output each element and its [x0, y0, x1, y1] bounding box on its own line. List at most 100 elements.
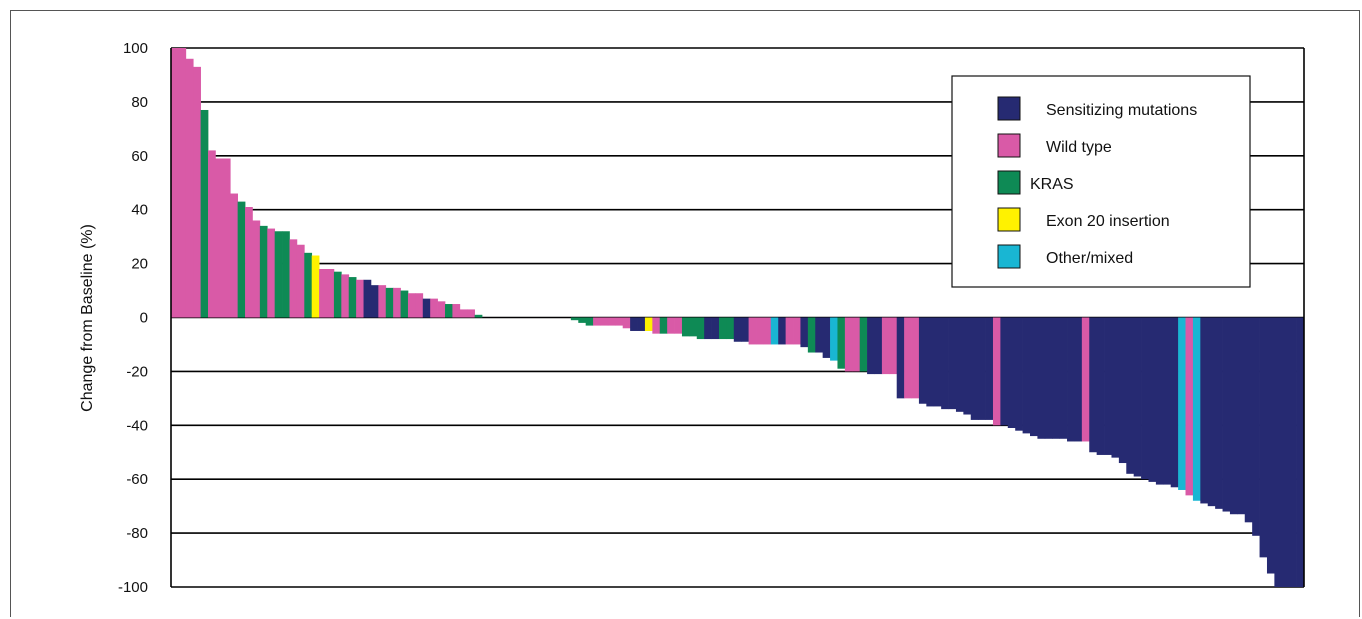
bar — [815, 317, 824, 353]
legend-swatch — [997, 244, 1021, 269]
bar — [378, 285, 387, 318]
gridlines — [171, 47, 1304, 588]
bar — [630, 317, 638, 331]
legend-swatch — [997, 96, 1021, 121]
bar — [230, 193, 238, 318]
bar — [1244, 317, 1253, 523]
bar — [867, 317, 875, 375]
bar — [1229, 317, 1238, 515]
bar — [296, 244, 305, 318]
bar — [644, 317, 653, 331]
y-tick-label: 80 — [131, 94, 148, 111]
bar — [1266, 317, 1275, 574]
bar — [859, 317, 868, 372]
y-tick-label: 40 — [131, 202, 148, 219]
bar — [400, 290, 409, 318]
bar — [985, 317, 994, 420]
bar — [1052, 317, 1060, 439]
y-axis-label: Change from Baseline (%) — [79, 224, 96, 412]
bar — [459, 309, 468, 318]
bar — [607, 317, 616, 326]
bar — [1178, 317, 1186, 490]
bar — [593, 317, 601, 326]
y-tick-label: 100 — [123, 40, 148, 57]
bar — [1111, 317, 1120, 458]
bar — [274, 231, 283, 318]
bar — [474, 314, 483, 318]
bar — [978, 317, 986, 420]
bar — [1096, 317, 1105, 455]
bar — [467, 309, 475, 318]
bar — [1215, 317, 1223, 509]
bar — [622, 317, 631, 329]
legend: Sensitizing mutations Wild type KRAS Exon 2… — [951, 75, 1251, 288]
bar — [955, 317, 964, 412]
bar — [830, 317, 838, 361]
y-tick-label: 20 — [131, 256, 148, 273]
y-tick-label: -40 — [126, 417, 148, 434]
y-tick-label: 60 — [131, 148, 148, 165]
bar — [615, 317, 624, 326]
bar — [1081, 317, 1090, 442]
legend-swatch — [997, 133, 1021, 158]
bar — [659, 317, 668, 334]
bar — [911, 317, 920, 399]
bar — [333, 271, 342, 318]
y-tick-label: -100 — [118, 579, 148, 596]
legend-label: Other/mixed — [1046, 250, 1133, 267]
legend-label: Wild type — [1046, 139, 1112, 156]
bar — [370, 285, 379, 318]
bar — [245, 207, 253, 318]
bar — [356, 279, 364, 318]
bar — [415, 293, 424, 318]
bar — [681, 317, 690, 337]
bar — [237, 201, 246, 318]
bar — [585, 317, 594, 326]
bar — [1007, 317, 1016, 428]
bar — [341, 274, 350, 318]
bar — [1118, 317, 1127, 464]
bar — [1192, 317, 1201, 501]
bar — [1237, 317, 1246, 515]
bar — [933, 317, 942, 407]
bar — [837, 317, 846, 369]
bar — [282, 231, 290, 318]
y-tick-label: -80 — [126, 525, 148, 542]
bar — [689, 317, 698, 337]
bar — [800, 317, 809, 348]
bar — [304, 252, 313, 318]
bar — [852, 317, 861, 372]
bar — [430, 298, 438, 318]
bar — [1126, 317, 1135, 474]
bar — [785, 317, 794, 345]
bar — [756, 317, 764, 345]
bar — [1133, 317, 1142, 477]
plot-axes — [170, 48, 1305, 587]
bar — [918, 317, 927, 404]
bar — [267, 228, 276, 318]
bar — [704, 317, 712, 340]
bar — [1259, 317, 1268, 558]
bar — [718, 317, 727, 340]
bar — [963, 317, 972, 415]
bar — [437, 301, 446, 318]
bar — [252, 220, 261, 318]
legend-label: KRAS — [1030, 176, 1074, 193]
bar — [807, 317, 816, 353]
bar — [326, 268, 335, 318]
bar — [674, 317, 683, 334]
bar — [578, 317, 587, 323]
bar — [200, 109, 209, 318]
bar — [1207, 317, 1216, 507]
legend-label: Sensitizing mutations — [1046, 102, 1197, 119]
bar — [422, 298, 431, 318]
bar — [215, 158, 224, 318]
bar — [1022, 317, 1031, 434]
bar — [881, 317, 890, 375]
bar — [711, 317, 720, 340]
bar — [667, 317, 675, 334]
bar — [348, 277, 357, 318]
bar — [926, 317, 935, 407]
bar — [452, 304, 461, 318]
bar — [1141, 317, 1149, 480]
